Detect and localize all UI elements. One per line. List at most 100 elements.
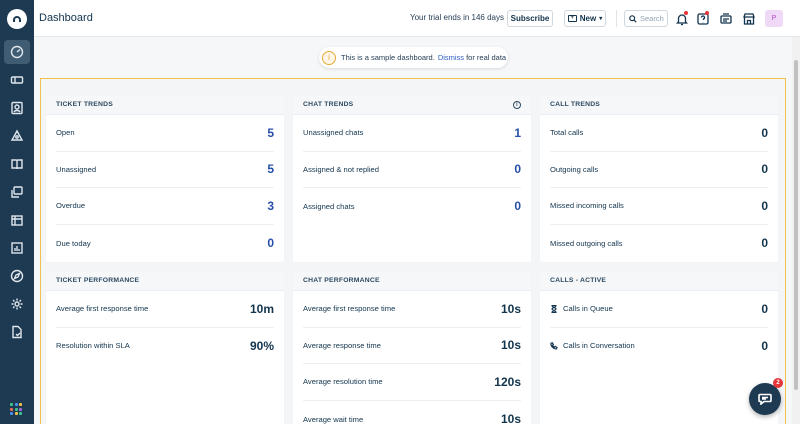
sample-dashboard-notice: i This is a sample dashboard. Dismiss fo…: [319, 47, 508, 68]
row-value[interactable]: 0: [514, 162, 521, 177]
list-item[interactable]: Missed outgoing calls 0: [550, 225, 768, 262]
row-value[interactable]: 1: [514, 125, 521, 140]
list-item[interactable]: Unassigned chats 1: [303, 115, 521, 152]
list-item[interactable]: Missed incoming calls 0: [550, 188, 768, 225]
list-item[interactable]: Assigned & not replied 0: [303, 152, 521, 189]
marketplace-nav-icon[interactable]: [4, 208, 30, 232]
chevron-down-icon: ▾: [599, 16, 603, 22]
list-item[interactable]: Unassigned 5: [56, 152, 274, 189]
row-label: Average resolution time: [303, 377, 383, 387]
row-label: Calls in Conversation: [550, 341, 635, 350]
row-label: Resolution within SLA: [56, 341, 130, 351]
search-box[interactable]: Search: [624, 10, 668, 27]
groups-nav-icon[interactable]: [4, 124, 30, 148]
notifications-bell-icon[interactable]: [674, 10, 690, 27]
list-item: Average resolution time 120s: [303, 364, 521, 401]
chat-performance-card: CHAT PERFORMANCE Average first response …: [293, 271, 531, 424]
list-item[interactable]: Outgoing calls 0: [550, 152, 768, 189]
card-title: CALL TRENDS: [540, 95, 778, 115]
subscribe-button[interactable]: Subscribe: [507, 10, 553, 27]
ticket-trends-card: TICKET TRENDS Open 5 Unassigned 5 Overdu…: [46, 95, 284, 262]
plus-icon: +: [567, 15, 577, 22]
row-value[interactable]: 0: [514, 199, 521, 214]
top-header: Dashboard Your trial ends in 146 days Su…: [34, 0, 800, 37]
row-label: Assigned & not replied: [303, 164, 379, 174]
chat-trends-card: CHAT TRENDS i Unassigned chats 1 Assigne…: [293, 95, 531, 262]
document-nav-icon[interactable]: [4, 320, 30, 344]
row-label: Missed outgoing calls: [550, 238, 623, 248]
row-value[interactable]: 5: [267, 125, 274, 140]
row-label: Open: [56, 128, 75, 138]
row-label: Average first response time: [303, 304, 396, 314]
row-value[interactable]: 5: [267, 162, 274, 177]
row-label: Average first response time: [56, 304, 149, 314]
phone-icon: [550, 341, 558, 350]
row-label: Unassigned chats: [303, 128, 364, 138]
tickets-nav-icon[interactable]: [4, 68, 30, 92]
row-label: Missed incoming calls: [550, 201, 624, 211]
reports-nav-icon[interactable]: [4, 236, 30, 260]
row-value: 0: [761, 162, 768, 177]
row-label: Outgoing calls: [550, 164, 599, 174]
trial-notice: Your trial ends in 146 days: [410, 13, 504, 22]
help-icon[interactable]: [695, 10, 711, 27]
row-value[interactable]: 0: [267, 236, 274, 251]
list-item[interactable]: Open 5: [56, 115, 274, 152]
notification-dot: [684, 11, 688, 15]
list-item: Average response time 10s: [303, 328, 521, 365]
row-value[interactable]: 3: [267, 198, 274, 213]
row-label: Calls in Queue: [550, 304, 613, 313]
card-title: CALLS - ACTIVE: [540, 271, 778, 291]
row-value: 0: [761, 338, 768, 353]
card-title: TICKET TRENDS: [46, 95, 284, 115]
row-label: Unassigned: [56, 164, 97, 174]
explore-nav-icon[interactable]: [4, 264, 30, 288]
admin-settings-nav-icon[interactable]: [4, 292, 30, 316]
contacts-nav-icon[interactable]: [4, 96, 30, 120]
avatar[interactable]: P: [765, 10, 783, 27]
search-icon: [629, 14, 637, 23]
dashboard-nav-icon[interactable]: [4, 40, 30, 64]
row-label: Assigned chats: [303, 201, 355, 211]
list-item[interactable]: Total calls 0: [550, 115, 768, 152]
unread-count-badge: 2: [773, 378, 783, 388]
list-item: Average wait time 10s: [303, 401, 521, 424]
chat-bubble-icon: [758, 393, 772, 405]
row-label: Total calls: [550, 128, 584, 138]
page-title: Dashboard: [39, 12, 93, 24]
list-item[interactable]: Overdue 3: [56, 188, 274, 225]
row-label-text: Calls in Queue: [563, 304, 613, 314]
row-value: 0: [761, 125, 768, 140]
card-title: TICKET PERFORMANCE: [46, 271, 284, 291]
list-item: Resolution within SLA 90%: [56, 328, 274, 365]
scrollbar-thumb[interactable]: [794, 60, 798, 390]
call-trends-card: CALL TRENDS Total calls 0 Outgoing calls…: [540, 95, 778, 262]
list-item[interactable]: Due today 0: [56, 225, 274, 262]
row-value: 10s: [500, 412, 521, 424]
card-title: CHAT TRENDS: [303, 101, 354, 108]
support-chat-icon[interactable]: [718, 10, 734, 27]
ticket-performance-card: TICKET PERFORMANCE Average first respons…: [46, 271, 284, 424]
new-button[interactable]: + New ▾: [564, 10, 606, 27]
list-item: Calls in Queue 0: [550, 291, 768, 328]
info-icon: i: [322, 50, 336, 65]
conversations-nav-icon[interactable]: [4, 180, 30, 204]
store-icon[interactable]: [741, 10, 757, 27]
knowledge-base-nav-icon[interactable]: [4, 152, 30, 176]
sidebar: [0, 0, 34, 424]
row-value: 0: [761, 198, 768, 213]
dismiss-link[interactable]: Dismiss: [437, 53, 465, 62]
list-item: Average first response time 10m: [56, 291, 274, 328]
hourglass-icon: [551, 304, 557, 313]
list-item: Calls in Conversation 0: [550, 328, 768, 365]
chat-launcher-button[interactable]: [749, 383, 781, 415]
info-icon[interactable]: i: [513, 100, 521, 109]
header-divider: [616, 10, 617, 27]
card-title: CHAT PERFORMANCE: [293, 271, 531, 291]
list-item[interactable]: Assigned chats 0: [303, 188, 521, 225]
row-value: 120s: [494, 374, 521, 389]
row-label: Overdue: [56, 201, 86, 211]
dashboard-widgets-area: TICKET TRENDS Open 5 Unassigned 5 Overdu…: [40, 78, 786, 424]
freshdesk-logo-icon[interactable]: [7, 9, 27, 29]
apps-grid-icon[interactable]: [10, 403, 24, 415]
